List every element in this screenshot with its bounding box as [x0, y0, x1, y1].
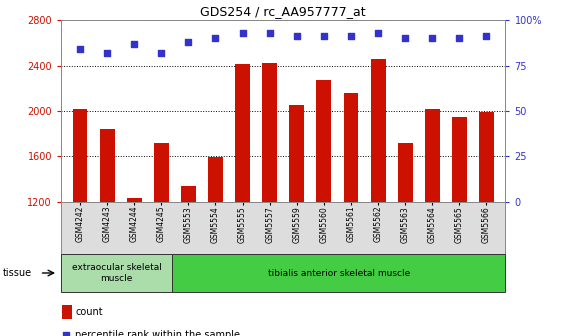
Point: [265, 30, 274, 36]
Point: [400, 36, 410, 41]
Point: [428, 36, 437, 41]
Point: [482, 34, 491, 39]
Point: [184, 39, 193, 45]
Title: GDS254 / rc_AA957777_at: GDS254 / rc_AA957777_at: [200, 5, 366, 17]
Bar: [262, 63, 277, 202]
Point: [130, 41, 139, 46]
Point: [319, 34, 328, 39]
Bar: [452, 117, 467, 202]
Bar: [127, 198, 142, 202]
Point: [346, 34, 356, 39]
Bar: [479, 112, 494, 202]
Bar: [61, 254, 172, 292]
Bar: [235, 65, 250, 202]
Bar: [425, 109, 440, 202]
Text: tissue: tissue: [3, 268, 32, 278]
Bar: [73, 109, 87, 202]
Text: extraocular skeletal
muscle: extraocular skeletal muscle: [71, 263, 162, 283]
Point: [238, 30, 248, 36]
Point: [292, 34, 302, 39]
Bar: [343, 93, 358, 202]
Point: [76, 46, 85, 52]
Bar: [181, 186, 196, 202]
Point: [211, 36, 220, 41]
Bar: [371, 59, 386, 202]
Bar: [208, 157, 223, 202]
Bar: [99, 129, 114, 202]
Text: percentile rank within the sample: percentile rank within the sample: [75, 330, 240, 336]
Bar: [398, 143, 413, 202]
Point: [455, 36, 464, 41]
Bar: [154, 143, 168, 202]
Bar: [172, 254, 505, 292]
Point: [157, 50, 166, 55]
Bar: [317, 80, 331, 202]
Point: [62, 332, 71, 336]
Bar: [62, 305, 71, 319]
Text: count: count: [75, 307, 103, 317]
Point: [102, 50, 112, 55]
Text: tibialis anterior skeletal muscle: tibialis anterior skeletal muscle: [268, 268, 410, 278]
Bar: [289, 105, 304, 202]
Point: [374, 30, 383, 36]
